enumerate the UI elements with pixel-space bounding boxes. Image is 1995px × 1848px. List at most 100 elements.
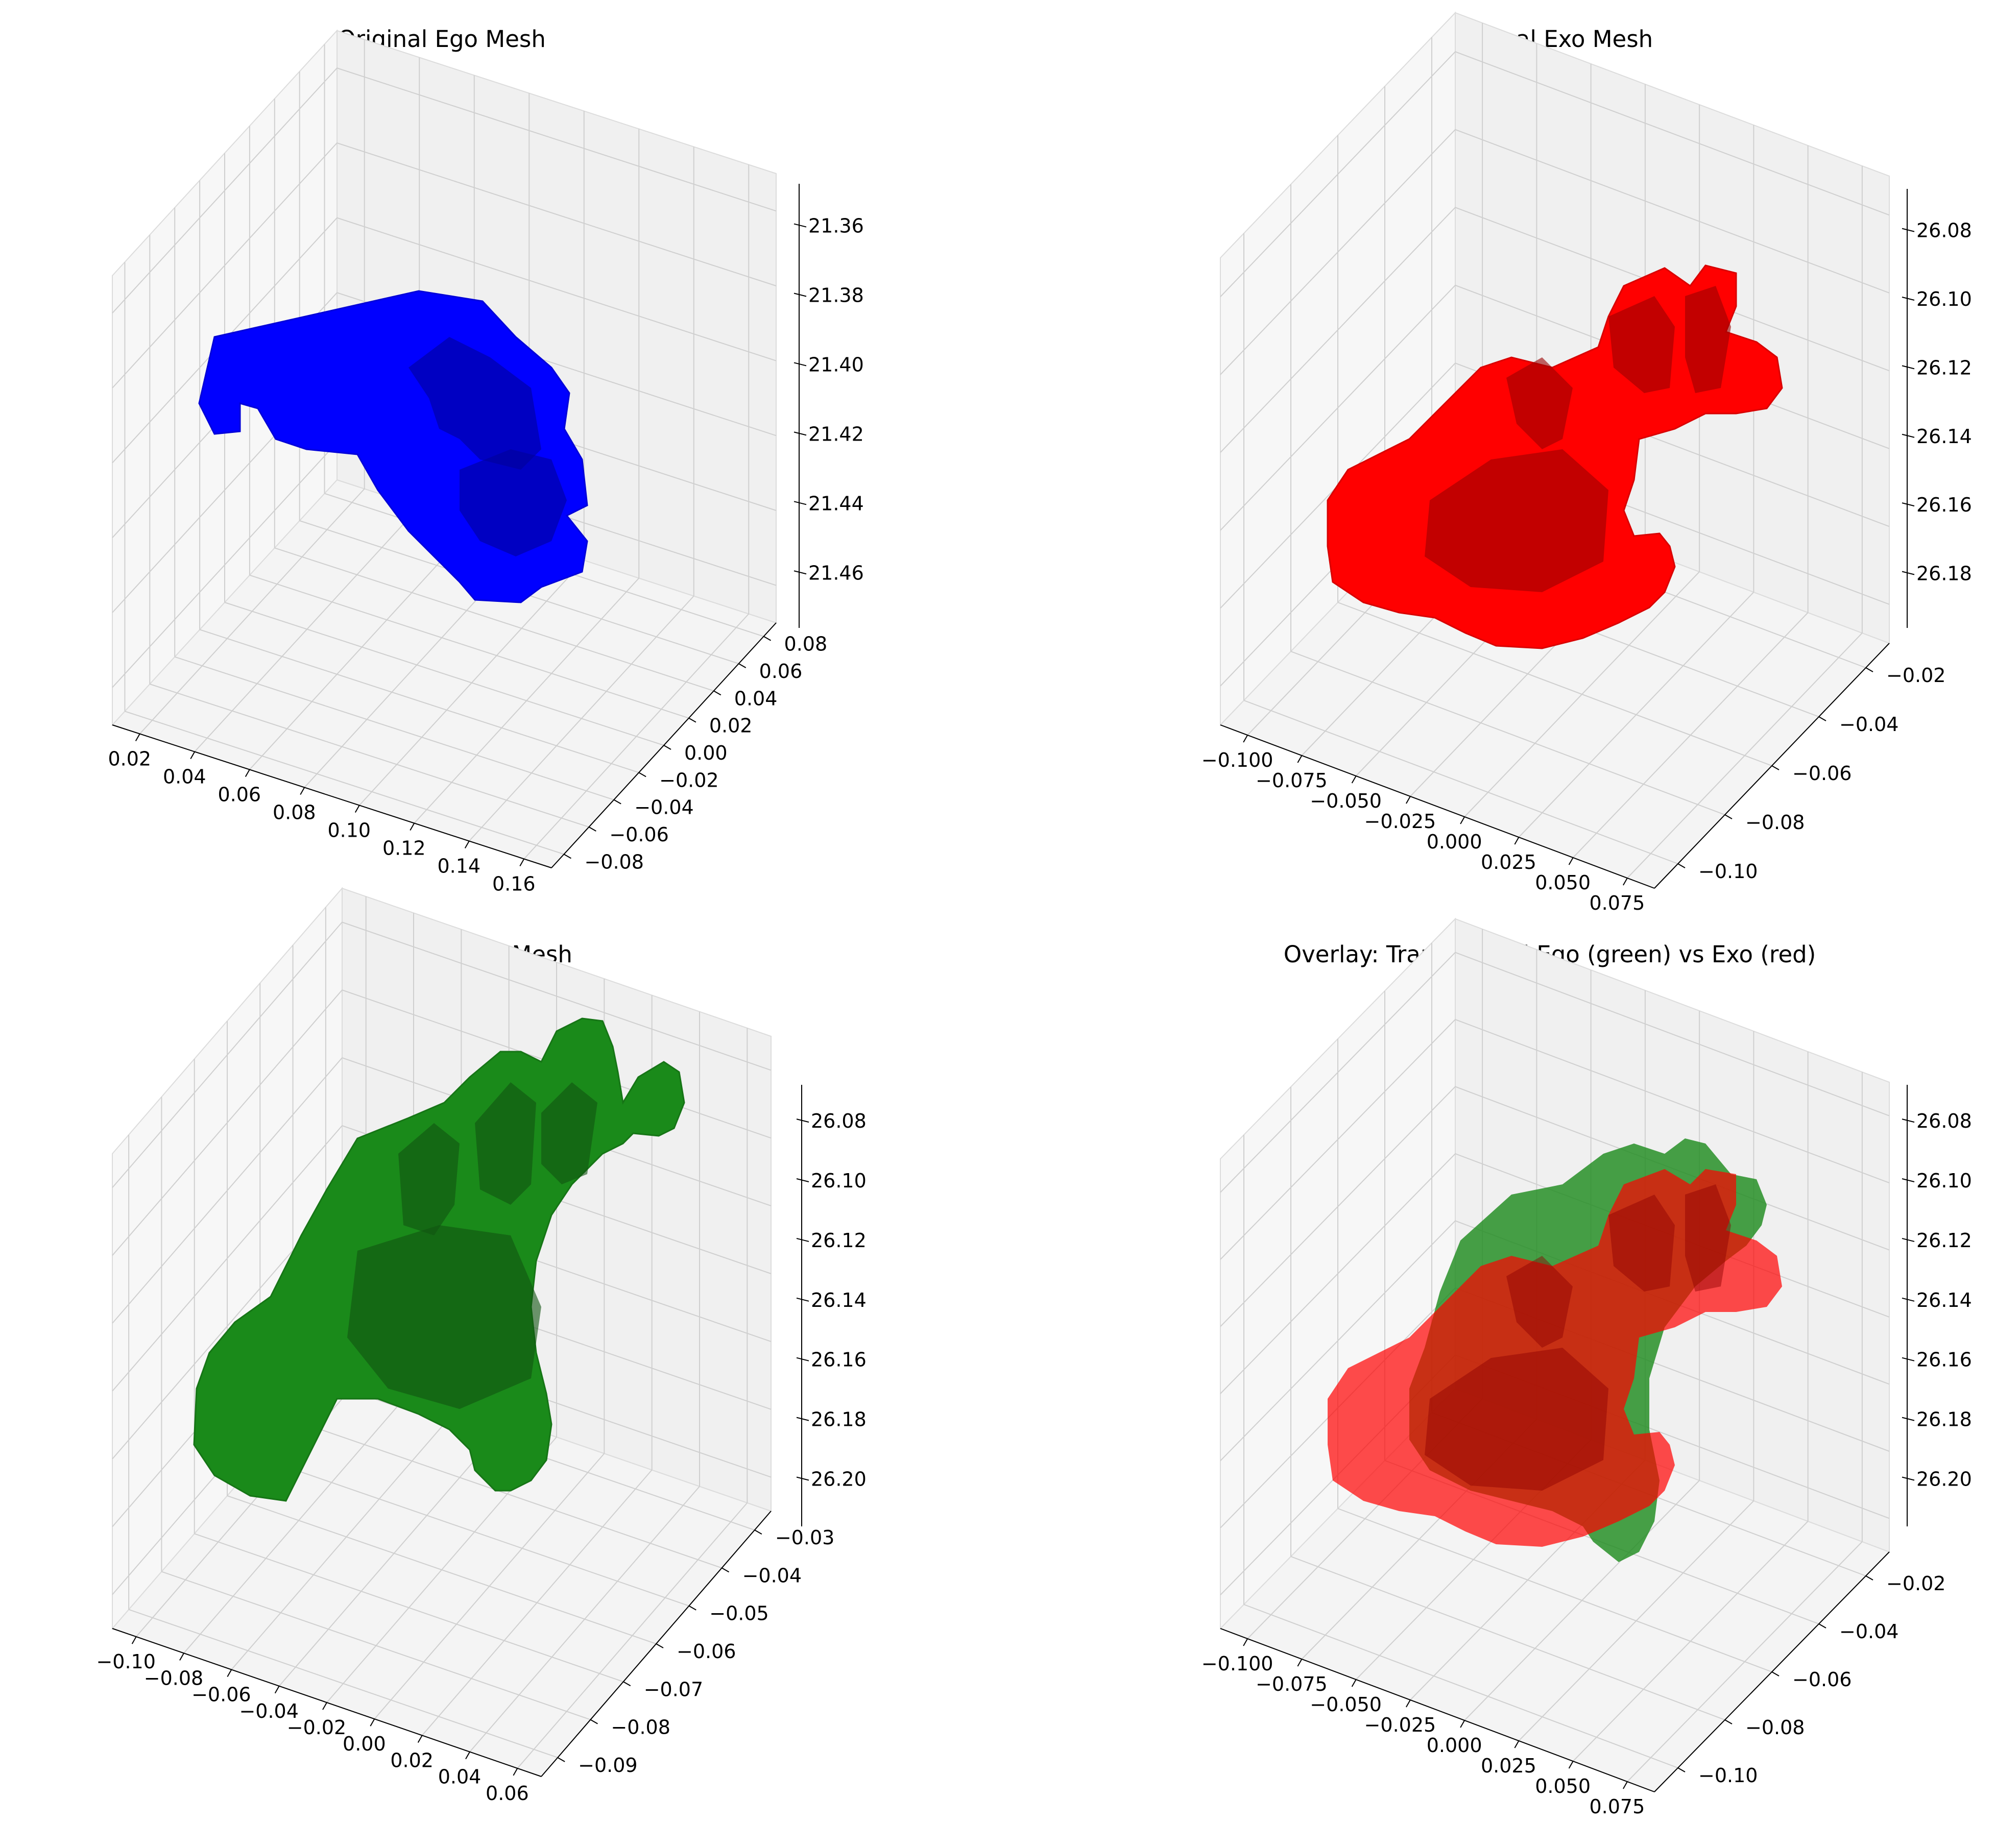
grid-line	[194, 1533, 624, 1683]
y-tick-label: 0.00	[684, 742, 728, 764]
y-tick	[656, 1643, 664, 1648]
x-tick-label: 0.02	[108, 748, 151, 770]
x-tick	[370, 1718, 375, 1727]
z-tick	[1902, 1357, 1915, 1361]
grid-line	[174, 656, 614, 800]
grid-line	[1220, 51, 1890, 297]
x-tick-label: 0.02	[390, 1749, 434, 1771]
grid-line	[112, 292, 777, 538]
z-tick	[1902, 571, 1915, 575]
z-tick-label: 26.10	[1916, 288, 1972, 310]
y-tick	[563, 854, 571, 859]
z-tick	[1902, 365, 1915, 370]
mesh-shading	[398, 1123, 460, 1235]
x-tick	[410, 823, 415, 831]
x-tick-label: −0.075	[1256, 1673, 1328, 1695]
grid-line	[1220, 1220, 1890, 1462]
grid-line	[1220, 1018, 1890, 1260]
z-tick	[796, 1297, 809, 1302]
z-tick-label: 26.16	[1916, 1349, 1972, 1371]
x-tick	[1243, 735, 1248, 743]
x-tick	[1297, 1659, 1303, 1667]
grid-line	[112, 67, 777, 313]
y-tick-label: −0.07	[644, 1678, 703, 1700]
z-tick	[796, 1118, 809, 1123]
grid-line	[274, 547, 714, 692]
x-tick-label: −0.100	[1201, 749, 1273, 771]
y-tick	[763, 636, 772, 641]
grid-line	[112, 989, 772, 1256]
z-tick	[796, 1357, 809, 1361]
y-tick-label: −0.10	[1698, 860, 1758, 883]
grid-line	[112, 921, 772, 1188]
subplot-3: Transformed Ego Mesh−0.10−0.08−0.06−0.04…	[96, 887, 867, 1805]
z-tick	[794, 501, 807, 505]
z-tick-label: 21.36	[808, 215, 864, 237]
y-tick	[663, 745, 671, 750]
grid-line	[1220, 207, 1890, 453]
z-tick-label: 21.40	[808, 353, 864, 376]
grid-line	[1290, 651, 1725, 815]
y-tick	[1865, 1575, 1873, 1580]
x-tick	[1243, 1638, 1248, 1646]
grid-line	[1220, 129, 1890, 375]
mesh-shading	[1685, 286, 1731, 393]
x-tick	[1351, 1679, 1357, 1687]
x-tick	[1406, 796, 1411, 804]
y-tick	[1771, 1671, 1780, 1676]
x-tick-label: 0.050	[1535, 1775, 1591, 1797]
y-tick-label: −0.08	[611, 1716, 670, 1739]
z-tick-label: 26.14	[811, 1289, 867, 1311]
x-tick-label: 0.04	[438, 1766, 482, 1788]
z-tick	[1902, 502, 1915, 507]
x-tick-label: 0.14	[437, 855, 480, 878]
mesh-shading	[460, 449, 567, 556]
z-tick-label: 26.12	[1916, 356, 1972, 379]
x-tick-label: −0.10	[96, 1650, 155, 1673]
z-tick-label: 26.14	[1916, 425, 1972, 448]
z-tick-label: 26.10	[1916, 1170, 1972, 1192]
x-tick-label: 0.08	[273, 801, 316, 824]
grid-line	[1220, 952, 1890, 1193]
z-tick	[1902, 1476, 1915, 1481]
grid-line	[227, 1495, 657, 1644]
z-tick	[796, 1417, 809, 1421]
y-tick-label: −0.08	[1745, 1716, 1805, 1739]
grid-line	[1337, 602, 1772, 766]
y-tick-label: −0.06	[677, 1640, 736, 1663]
y-tick-label: −0.08	[1745, 811, 1805, 834]
mesh-shading	[1425, 1348, 1608, 1491]
grid-line	[112, 1057, 772, 1324]
y-tick-label: −0.09	[578, 1754, 637, 1777]
x-axis-line	[1220, 1628, 1655, 1792]
y-tick-label: −0.06	[609, 823, 668, 846]
x-tick-label: −0.025	[1364, 1714, 1436, 1736]
x-tick	[190, 751, 196, 759]
z-tick-label: 21.46	[808, 562, 864, 584]
grid-line	[293, 1419, 722, 1569]
subplot-1: Original Ego Mesh0.020.040.060.080.100.1…	[108, 26, 863, 895]
z-tick-label: 26.18	[1916, 563, 1972, 585]
grid-line	[150, 684, 589, 828]
mesh-shading	[541, 1082, 597, 1184]
y-tick-label: −0.02	[1886, 1572, 1945, 1595]
x-tick-label: 0.10	[327, 819, 371, 842]
y-tick	[590, 1719, 598, 1724]
z-tick	[794, 570, 807, 575]
y-tick	[623, 1681, 631, 1687]
y-tick	[588, 826, 596, 832]
x-tick	[1623, 878, 1628, 886]
x-tick-label: 0.06	[218, 784, 261, 806]
z-tick-label: 26.12	[1916, 1229, 1972, 1252]
x-tick-label: 0.025	[1481, 1755, 1536, 1777]
x-tick	[274, 1686, 280, 1694]
x-tick	[227, 1669, 232, 1677]
z-tick-label: 21.44	[808, 492, 864, 515]
z-tick-label: 26.08	[1916, 1110, 1972, 1132]
z-tick	[794, 431, 807, 436]
y-tick	[1865, 667, 1873, 672]
x-tick-label: −0.08	[144, 1667, 203, 1689]
z-tick	[1902, 1237, 1915, 1242]
x-tick	[322, 1702, 327, 1710]
